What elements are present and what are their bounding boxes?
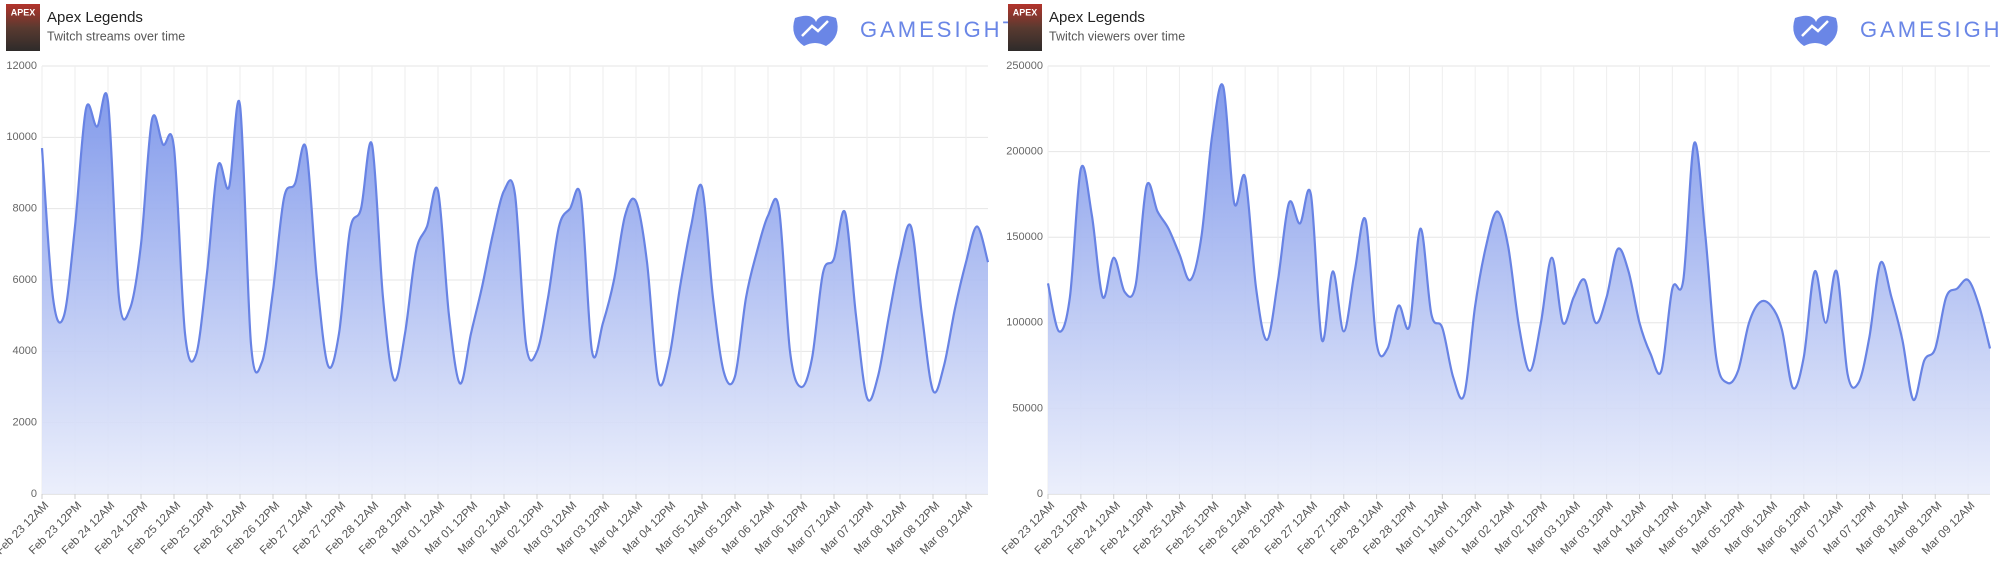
- y-tick-label: 150000: [1006, 231, 1043, 243]
- y-tick-label: 250000: [1006, 60, 1043, 72]
- y-tick-label: 2000: [13, 417, 37, 429]
- y-tick-label: 10000: [6, 131, 37, 143]
- area-fill: [1048, 84, 1990, 494]
- game-icon: [1008, 4, 1042, 51]
- brand-logo: [793, 15, 838, 46]
- y-tick-label: 200000: [1006, 146, 1043, 158]
- y-tick-label: 4000: [13, 345, 37, 357]
- brand-logo-arrow: [801, 20, 829, 37]
- game-icon: [6, 4, 40, 51]
- y-tick-label: 0: [1037, 488, 1043, 500]
- icon-text: APEX: [1013, 7, 1038, 17]
- chart-title: Apex Legends: [47, 9, 143, 26]
- y-tick-label: 50000: [1012, 402, 1043, 414]
- area-fill: [42, 93, 988, 495]
- chart-title: Apex Legends: [1049, 9, 1145, 26]
- y-tick-label: 6000: [13, 274, 37, 286]
- y-tick-label: 100000: [1006, 317, 1043, 329]
- brand-name: GAMESIGHT: [1860, 17, 2000, 42]
- chart-subtitle: Twitch streams over time: [47, 29, 185, 43]
- area-line: [40, 92, 990, 402]
- y-tick-label: 8000: [13, 203, 37, 215]
- panel-right: APEX Apex Legends Twitch viewers over ti…: [1008, 4, 2000, 51]
- area-line: [1046, 83, 1992, 401]
- y-tick-label: 12000: [6, 60, 37, 72]
- panel-left: APEX Apex Legends Twitch streams over ti…: [6, 4, 1019, 51]
- brand-logo-arrow: [1801, 20, 1829, 37]
- y-tick-label: 0: [31, 488, 37, 500]
- brand-logo: [1793, 15, 1838, 46]
- icon-text: APEX: [11, 7, 36, 17]
- brand-name: GAMESIGHT: [860, 17, 1019, 42]
- chart-subtitle: Twitch viewers over time: [1049, 29, 1185, 43]
